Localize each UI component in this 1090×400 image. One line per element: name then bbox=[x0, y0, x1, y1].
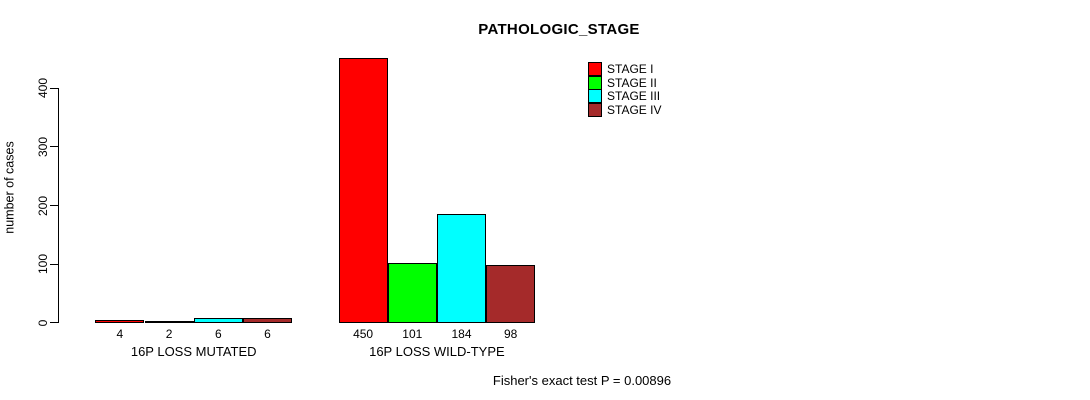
y-tick bbox=[50, 204, 58, 206]
legend-item: STAGE II bbox=[588, 75, 661, 90]
y-tick-label: 400 bbox=[36, 78, 50, 99]
legend-swatch-icon bbox=[588, 75, 602, 90]
bar-value-label: 450 bbox=[353, 327, 374, 341]
legend-item: STAGE IV bbox=[588, 102, 662, 117]
bar bbox=[338, 58, 388, 323]
legend-item: STAGE I bbox=[588, 61, 661, 76]
legend-swatch-icon bbox=[588, 102, 602, 117]
bar bbox=[144, 321, 194, 323]
legend-label: STAGE III bbox=[607, 89, 661, 104]
bar bbox=[436, 214, 487, 323]
group-label: 16P LOSS MUTATED bbox=[130, 344, 257, 359]
bar bbox=[486, 265, 536, 323]
y-tick-label: 0 bbox=[36, 319, 50, 327]
legend-swatch-icon bbox=[588, 61, 602, 76]
bar bbox=[95, 320, 145, 323]
bar-value-label: 2 bbox=[165, 327, 173, 341]
y-tick-label: 300 bbox=[36, 136, 50, 158]
bar-value-label: 4 bbox=[116, 327, 124, 341]
legend-label: STAGE IV bbox=[607, 102, 662, 117]
bar bbox=[193, 318, 243, 323]
y-axis-line bbox=[58, 88, 59, 323]
y-tick-label: 100 bbox=[36, 254, 50, 275]
statistical-test-annotation: Fisher's exact test P = 0.00896 bbox=[492, 373, 672, 388]
y-tick bbox=[50, 263, 58, 265]
chart-title: PATHOLOGIC_STAGE bbox=[478, 21, 640, 38]
y-tick bbox=[50, 322, 58, 324]
y-tick bbox=[50, 146, 58, 148]
legend-swatch-icon bbox=[588, 89, 602, 104]
bar-value-label: 6 bbox=[214, 327, 222, 341]
bar-value-label: 6 bbox=[264, 327, 271, 341]
legend-item: STAGE III bbox=[588, 89, 661, 104]
bar-value-label: 184 bbox=[451, 327, 472, 341]
group-label: 16P LOSS WILD-TYPE bbox=[369, 344, 505, 359]
bar bbox=[387, 263, 437, 323]
legend-label: STAGE I bbox=[607, 61, 654, 76]
bar bbox=[242, 318, 293, 323]
legend-label: STAGE II bbox=[607, 75, 657, 90]
bar-value-label: 101 bbox=[402, 327, 423, 341]
legend: STAGE I STAGE II STAGE III STAGE IV bbox=[588, 61, 662, 117]
y-axis-title: number of cases bbox=[2, 141, 17, 234]
y-tick bbox=[50, 87, 58, 89]
bar-value-label: 98 bbox=[504, 327, 518, 341]
y-tick-label: 200 bbox=[36, 195, 50, 216]
